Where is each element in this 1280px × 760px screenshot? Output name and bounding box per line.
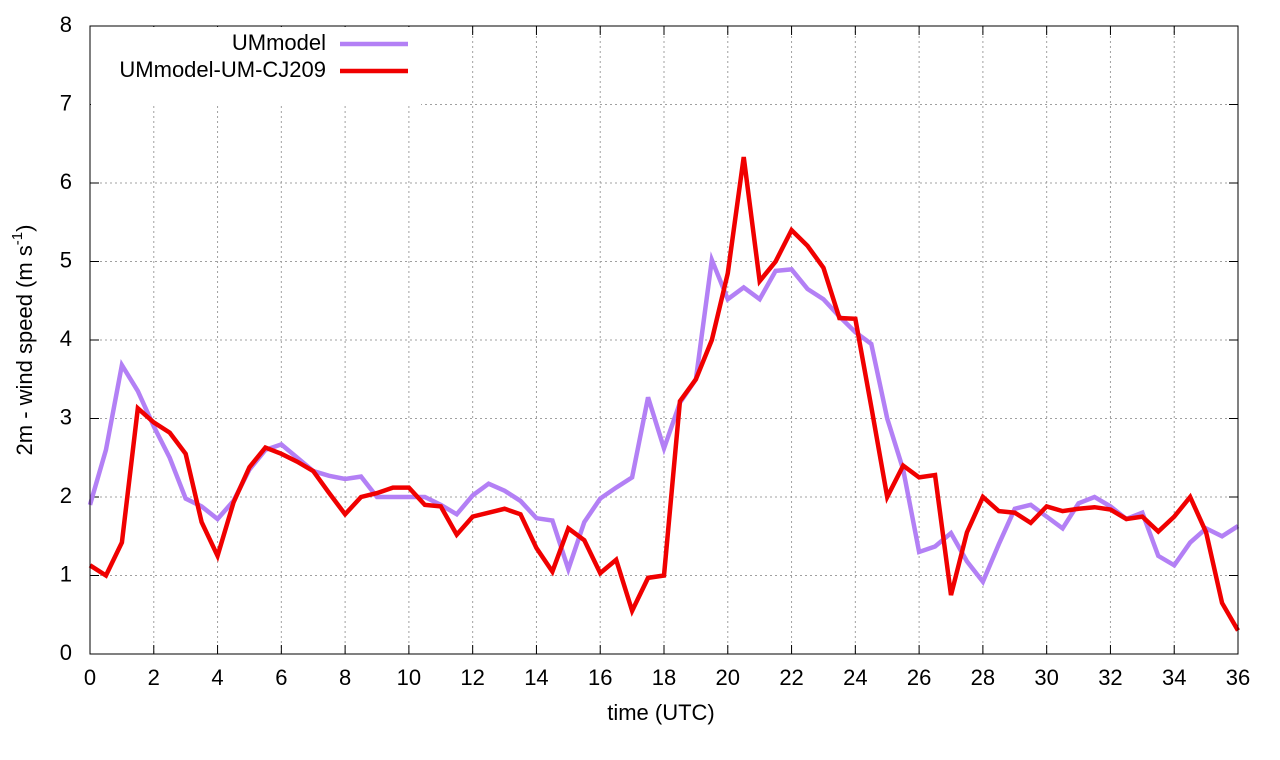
y-axis-label: 2m - wind speed (m s-1) [9, 225, 37, 456]
y-tick-label: 8 [60, 12, 72, 37]
legend-label: UMmodel [232, 30, 326, 55]
y-label-main: 2m - wind speed (m s [12, 245, 37, 455]
x-tick-label: 26 [907, 665, 931, 690]
legend-box [91, 27, 421, 105]
x-tick-label: 0 [84, 665, 96, 690]
x-tick-label: 14 [524, 665, 548, 690]
y-label-sup: -1 [9, 232, 26, 245]
y-tick-label: 0 [60, 640, 72, 665]
series-line [87, 251, 1240, 587]
x-tick-label: 28 [971, 665, 995, 690]
x-tick-label: 20 [716, 665, 740, 690]
x-tick-label: 24 [843, 665, 867, 690]
x-tick-label: 36 [1226, 665, 1250, 690]
y-tick-label: 3 [60, 404, 72, 429]
y-tick-label: 1 [60, 561, 72, 586]
x-tick-label: 16 [588, 665, 612, 690]
x-tick-label: 2 [148, 665, 160, 690]
series-line [88, 156, 1240, 632]
y-tick-label: 2 [60, 483, 72, 508]
x-tick-label: 8 [339, 665, 351, 690]
x-tick-label: 12 [460, 665, 484, 690]
x-axis-label: time (UTC) [607, 700, 715, 725]
y-tick-label: 6 [60, 169, 72, 194]
x-tick-label: 6 [275, 665, 287, 690]
x-tick-label: 34 [1162, 665, 1186, 690]
y-tick-label: 7 [60, 90, 72, 115]
x-tick-label: 32 [1098, 665, 1122, 690]
x-tick-label: 18 [652, 665, 676, 690]
y-label-end: ) [12, 225, 37, 232]
plot-border [89, 25, 1239, 655]
x-tick-label: 22 [779, 665, 803, 690]
legend-label: UMmodel-UM-CJ209 [119, 57, 326, 82]
y-tick-label: 5 [60, 247, 72, 272]
x-tick-label: 10 [397, 665, 421, 690]
x-tick-label: 30 [1034, 665, 1058, 690]
x-tick-label: 4 [211, 665, 223, 690]
y-tick-label: 4 [60, 326, 72, 351]
